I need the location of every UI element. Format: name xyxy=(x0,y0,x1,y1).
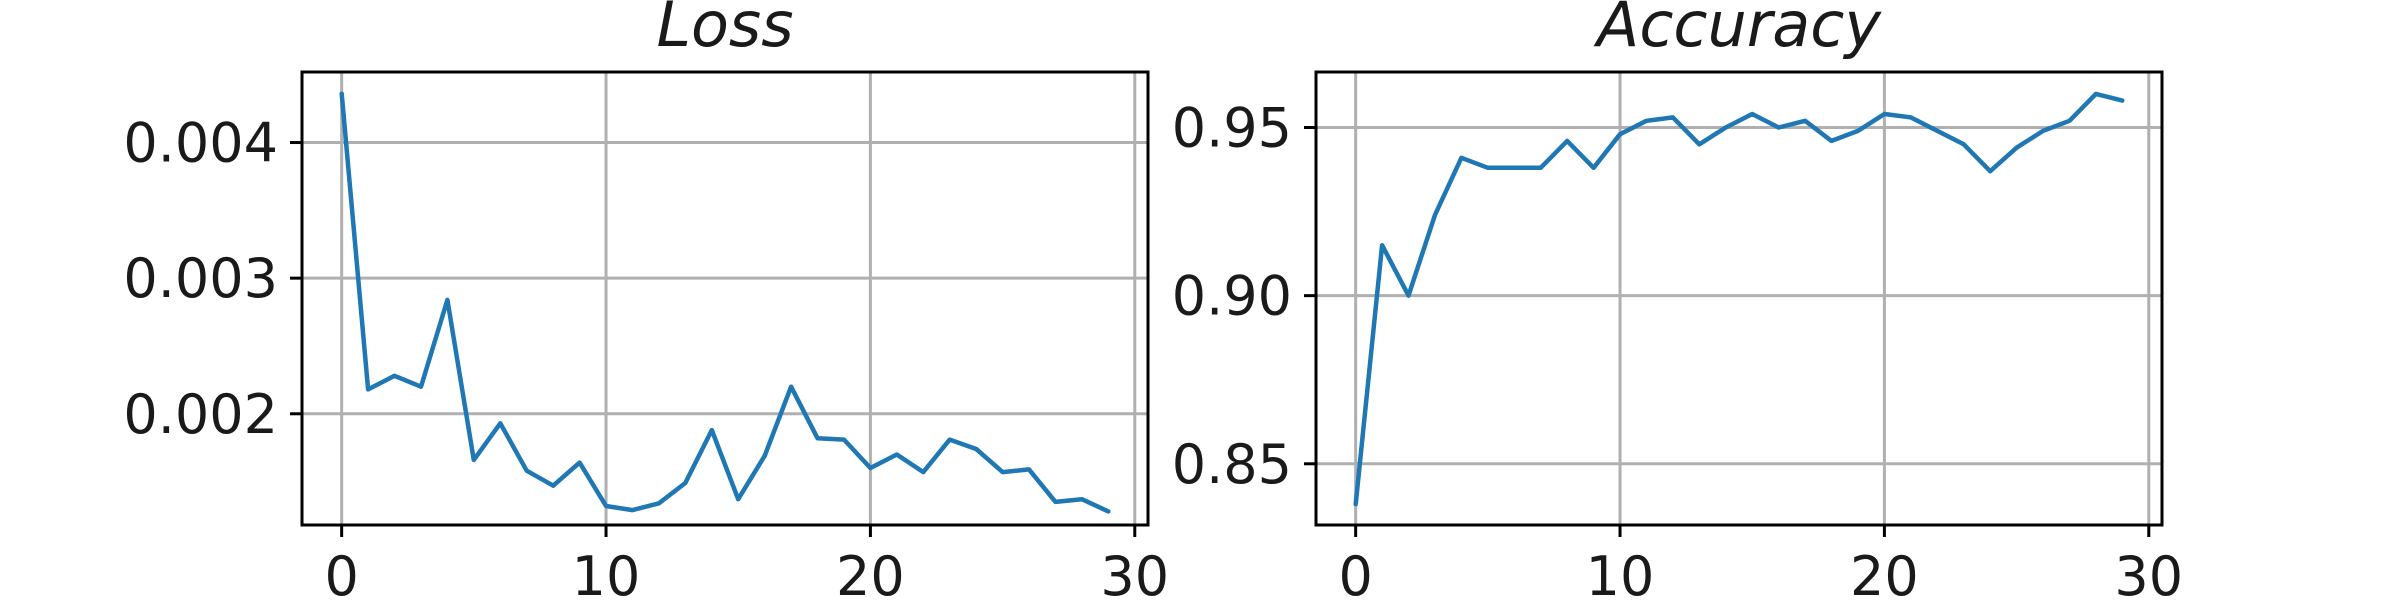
accuracy-y-tick-label: 0.90 xyxy=(1172,265,1292,328)
accuracy-chart: 0 10 20 30 0.85 0.90 0.95 Accuracy xyxy=(1172,0,2183,600)
accuracy-x-tick-label: 30 xyxy=(2114,545,2183,600)
accuracy-y-tick-label: 0.95 xyxy=(1172,96,1292,159)
accuracy-series-line xyxy=(1353,91,2125,507)
loss-chart: 0 10 20 30 0.002 0.003 0.004 Loss xyxy=(123,0,1169,600)
loss-x-tick-label: 30 xyxy=(1100,545,1169,600)
accuracy-y-tick-label: 0.85 xyxy=(1172,433,1292,496)
accuracy-x-tick-label: 10 xyxy=(1586,545,1655,600)
accuracy-axes-frame xyxy=(1314,70,2164,527)
accuracy-chart-title: Accuracy xyxy=(1593,0,1882,61)
loss-chart-title: Loss xyxy=(656,0,793,61)
loss-y-tick-label: 0.004 xyxy=(123,112,278,175)
loss-y-tick-label: 0.003 xyxy=(123,247,278,310)
loss-y-tick-label: 0.002 xyxy=(123,383,278,446)
loss-x-tick-label: 0 xyxy=(324,545,358,600)
loss-series-line xyxy=(339,91,1111,514)
accuracy-x-tick-label: 0 xyxy=(1338,545,1372,600)
loss-x-tick-label: 20 xyxy=(836,545,905,600)
loss-x-tick-label: 10 xyxy=(572,545,641,600)
loss-axes-frame xyxy=(300,70,1150,527)
accuracy-x-tick-label: 20 xyxy=(1850,545,1919,600)
